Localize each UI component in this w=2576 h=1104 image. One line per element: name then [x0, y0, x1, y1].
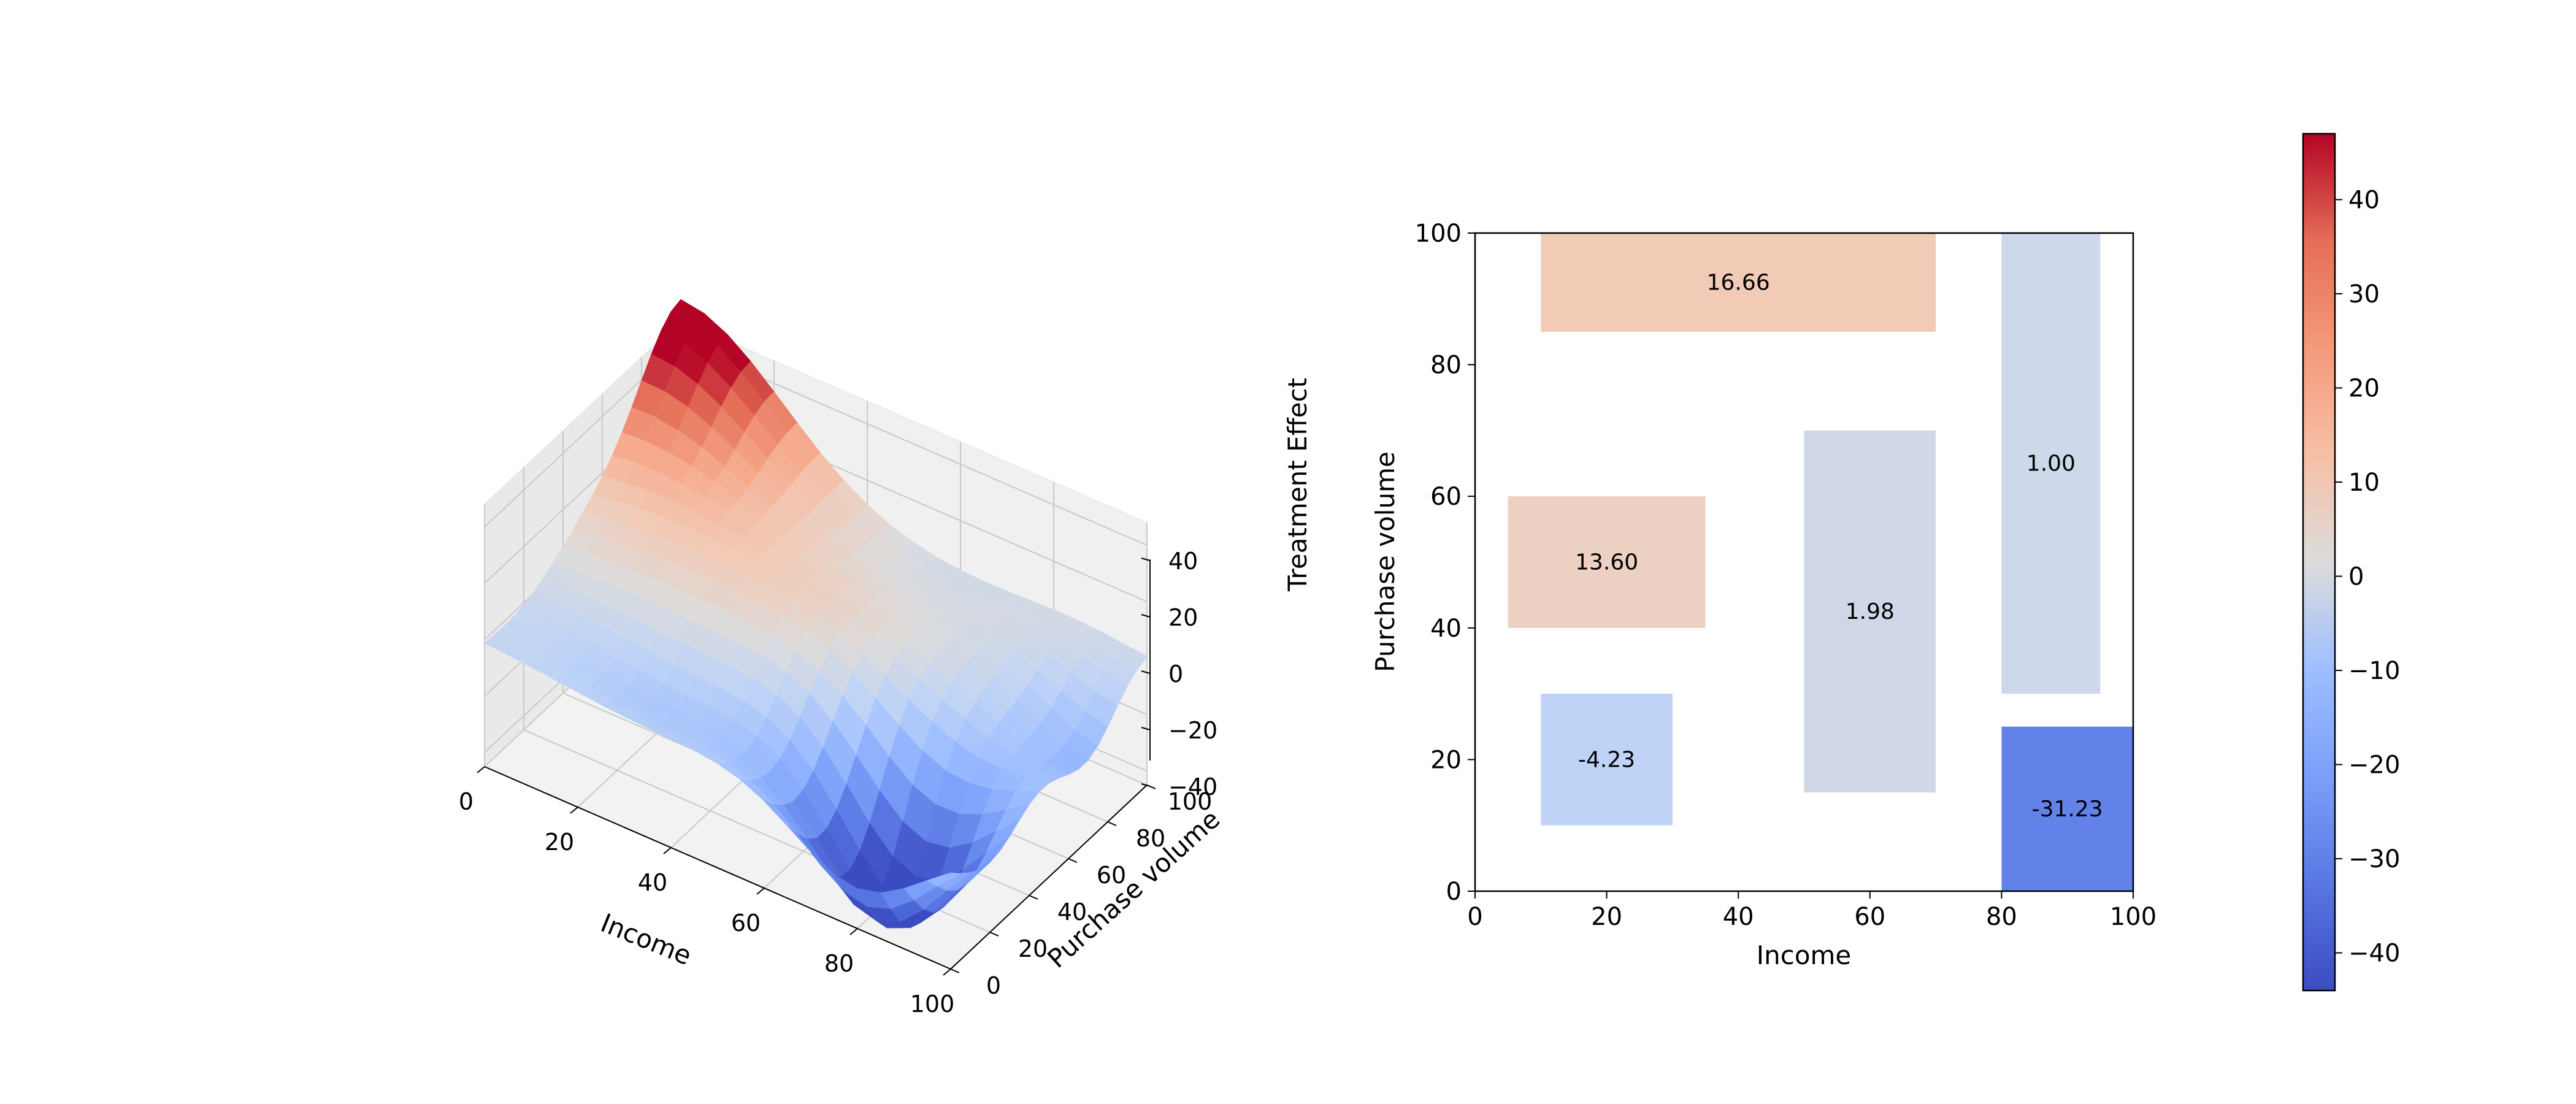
heatmap-x-tick-label: 0	[1467, 903, 1482, 931]
heatmap-regions: 16.66 13.60 -4.23 1.98 1.00 -31.23	[1508, 233, 2133, 891]
y-tick	[950, 968, 960, 973]
heatmap-y-tick-label: 100	[1415, 220, 1462, 248]
x-tick	[756, 887, 765, 895]
heatmap-y-tick-label: 60	[1430, 483, 1462, 511]
surface-x-axis-label: Income	[597, 908, 696, 971]
z-tick-label: 0	[1168, 661, 1183, 688]
z-tick	[1141, 614, 1151, 618]
colorbar-tick-label: 20	[2348, 374, 2380, 402]
colorbar-tick-label: 10	[2348, 469, 2380, 497]
z-tick-label: −40	[1168, 773, 1217, 800]
heatmap-x-tick-label: 100	[2110, 903, 2156, 931]
colorbar-gradient	[2303, 134, 2335, 991]
x-tick	[943, 968, 951, 976]
colorbar-tick-label: −20	[2348, 751, 2400, 780]
y-tick-label: 60	[1097, 862, 1126, 889]
z-tick	[1141, 558, 1151, 561]
x-tick	[477, 766, 485, 773]
y-tick-label: 0	[986, 972, 1001, 999]
z-tick-label: −20	[1168, 717, 1217, 744]
colorbar-tick-label: −10	[2348, 657, 2400, 685]
heatmap-x-tick-label: 40	[1723, 903, 1754, 931]
heatmap-region-label: 1.98	[1846, 599, 1895, 624]
x-tick-label: 100	[910, 991, 955, 1018]
colorbar-tick-label: 30	[2348, 280, 2380, 309]
heatmap-y-axis-label: Purchase volume	[1370, 451, 1400, 672]
z-tick	[1141, 727, 1151, 730]
y-axis-line	[950, 784, 1148, 970]
x-tick	[849, 928, 858, 935]
heatmap-axis-ticks: 0 20 40 60 80 100 0 20 40 60 80 100	[1415, 220, 2157, 931]
heatmap-region-label: 1.00	[2026, 451, 2076, 477]
colorbar-tick-label: −40	[2348, 940, 2400, 968]
y-tick-label: 20	[1018, 935, 1048, 962]
heatmap-region	[1541, 694, 1673, 826]
x-tick-label: 20	[545, 829, 574, 856]
colorbar-tick-label: 40	[2348, 186, 2380, 214]
heatmap-x-tick-label: 80	[1986, 903, 2017, 931]
heatmap-region	[2001, 233, 2101, 694]
heatmap-x-axis-label: Income	[1757, 940, 1852, 970]
heatmap-region-label: -31.23	[2032, 797, 2103, 822]
region-heatmap-plot: 16.66 13.60 -4.23 1.98 1.00 -31.23 0 20 40 60 80 1…	[1370, 220, 2156, 970]
x-axis-line	[484, 766, 951, 970]
z-tick-label: 20	[1168, 604, 1198, 631]
heatmap-y-tick-label: 80	[1430, 351, 1462, 380]
surface-face	[926, 872, 962, 887]
heatmap-x-tick-label: 20	[1591, 903, 1622, 931]
y-tick	[1068, 858, 1078, 863]
colorbar-ticks: −40 −30 −20 −10 0 10 20 30 40	[2335, 186, 2400, 968]
y-tick	[1107, 821, 1117, 826]
y-tick-label: 80	[1136, 825, 1165, 852]
heatmap-region-label: -4.23	[1578, 747, 1635, 772]
surface-z-axis-label: Treatment Effect	[1282, 378, 1313, 592]
colorbar: −40 −30 −20 −10 0 10 20 30 40	[2302, 132, 2400, 992]
heatmap-region-label: 13.60	[1575, 550, 1638, 575]
heatmap-axes-frame	[1474, 232, 2134, 892]
x-tick-label: 80	[824, 950, 854, 977]
heatmap-y-tick-label: 20	[1430, 746, 1462, 774]
heatmap-region	[1804, 430, 1936, 793]
colorbar-tick-label: 0	[2348, 563, 2364, 591]
y-tick	[989, 932, 999, 937]
heatmap-y-tick-label: 40	[1430, 615, 1462, 643]
x-tick	[570, 807, 578, 814]
y-tick	[1029, 895, 1038, 900]
x-tick-label: 40	[638, 869, 667, 896]
x-tick-label: 60	[731, 910, 761, 937]
y-tick-label: 40	[1057, 899, 1087, 926]
heatmap-y-tick-label: 0	[1446, 878, 1462, 906]
colorbar-tick-label: −30	[2348, 845, 2400, 873]
heatmap-region	[1541, 233, 1936, 332]
x-tick	[663, 847, 672, 854]
z-tick	[1141, 670, 1151, 674]
colorbar-frame	[2302, 132, 2336, 992]
heatmap-region-label: 16.66	[1707, 270, 1770, 295]
axis-lines	[484, 559, 1151, 970]
x-tick-label: 0	[459, 788, 473, 815]
heatmap-x-tick-label: 60	[1854, 903, 1885, 931]
y-tick-label: 100	[1168, 788, 1213, 815]
heatmap-region	[2001, 726, 2133, 891]
z-tick-label: 40	[1168, 548, 1198, 575]
heatmap-region	[1508, 496, 1706, 628]
surface-mesh	[484, 299, 1148, 929]
z-tick	[1141, 783, 1151, 787]
